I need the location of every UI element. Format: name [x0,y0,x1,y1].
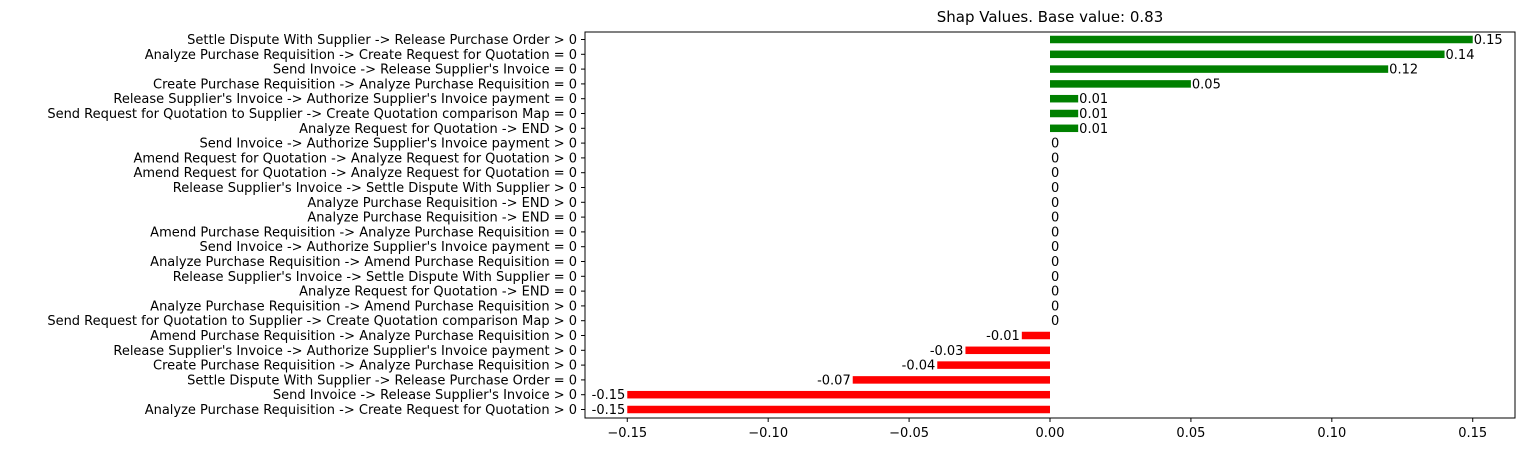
category-label: Analyze Purchase Requisition -> END > 0 [307,196,577,211]
value-label: 0.05 [1192,77,1221,92]
bar [1050,50,1445,59]
x-tick-label: 0.05 [1176,426,1205,441]
value-label: 0.14 [1446,48,1475,63]
value-label: 0 [1051,151,1059,166]
bar [937,361,1050,369]
category-label: Amend Purchase Requisition -> Analyze Pu… [150,225,577,240]
bar [1050,35,1473,44]
bar [965,346,1050,355]
category-label: Analyze Request for Quotation -> END = 0 [299,285,577,300]
category-label: Send Request for Quotation to Supplier -… [47,107,577,122]
value-label: 0 [1051,225,1059,240]
category-label: Release Supplier's Invoice -> Authorize … [113,344,577,359]
category-label: Send Request for Quotation to Supplier -… [47,314,577,329]
value-label: 0 [1051,285,1059,300]
x-tick-label: −0.15 [607,426,647,441]
value-label: 0 [1051,270,1059,285]
category-label: Release Supplier's Invoice -> Settle Dis… [173,270,577,285]
bar [627,390,1050,399]
category-label: Amend Purchase Requisition -> Analyze Pu… [150,329,577,344]
value-label: 0 [1051,240,1059,255]
category-label: Settle Dispute With Supplier -> Release … [187,373,577,388]
x-tick-label: −0.10 [748,426,788,441]
value-label: 0.15 [1474,33,1503,48]
value-label: 0 [1051,196,1059,211]
x-tick-label: 0.00 [1036,426,1065,441]
bars-group [627,35,1473,414]
category-label: Send Invoice -> Authorize Supplier's Inv… [199,137,577,152]
bar [627,405,1050,414]
category-label: Analyze Request for Quotation -> END > 0 [299,122,577,137]
plot-frame [584,31,1516,419]
value-label: 0 [1051,314,1059,329]
category-label: Release Supplier's Invoice -> Settle Dis… [173,181,577,196]
value-label: -0.04 [902,359,936,374]
chart-title: Shap Values. Base value: 0.83 [937,8,1164,26]
category-label: Settle Dispute With Supplier -> Release … [187,33,577,48]
value-label: 0.01 [1079,122,1108,137]
category-label: Analyze Purchase Requisition -> Amend Pu… [150,255,577,270]
category-label: Send Invoice -> Release Supplier's Invoi… [273,63,577,78]
category-label: Analyze Purchase Requisition -> Amend Pu… [150,299,577,314]
value-label: -0.07 [817,373,851,388]
value-label: -0.01 [986,329,1020,344]
bar [1050,94,1079,103]
bar [1021,331,1050,340]
value-label: -0.15 [592,403,626,418]
value-label: -0.03 [930,344,964,359]
category-label: Amend Request for Quotation -> Analyze R… [134,151,578,166]
x-tick-label: −0.05 [889,426,929,441]
value-label: -0.15 [592,388,626,403]
value-label: 0 [1051,181,1059,196]
value-label: 0 [1051,137,1059,152]
value-label: 0 [1051,166,1059,181]
category-label: Analyze Purchase Requisition -> END = 0 [307,211,577,226]
category-label: Analyze Purchase Requisition -> Create R… [145,403,577,418]
bar [1050,109,1079,118]
value-label: 0.12 [1389,63,1418,78]
category-labels-group: Settle Dispute With Supplier -> Release … [47,33,585,418]
value-label: 0.01 [1079,92,1108,107]
x-tick-label: 0.15 [1458,426,1487,441]
bar [1050,124,1079,133]
category-label: Create Purchase Requisition -> Analyze P… [153,77,577,92]
bar [852,376,1050,384]
category-label: Send Invoice -> Authorize Supplier's Inv… [199,240,577,255]
value-labels-group: 0.150.140.120.050.010.010.01000000000000… [592,33,1503,418]
value-label: 0.01 [1079,107,1108,122]
category-label: Send Invoice -> Release Supplier's Invoi… [273,388,577,403]
value-label: 0 [1051,299,1059,314]
value-label: 0 [1051,211,1059,226]
category-label: Release Supplier's Invoice -> Authorize … [113,92,577,107]
category-label: Analyze Purchase Requisition -> Create R… [145,48,577,63]
bar [1050,80,1191,88]
value-label: 0 [1051,255,1059,270]
x-tick-label: 0.10 [1317,426,1346,441]
category-label: Amend Request for Quotation -> Analyze R… [134,166,578,181]
x-axis: −0.15 −0.10 −0.05 0.00 0.05 0.10 0.15 [607,418,1487,441]
category-label: Create Purchase Requisition -> Analyze P… [153,359,577,374]
bar [1050,65,1389,73]
